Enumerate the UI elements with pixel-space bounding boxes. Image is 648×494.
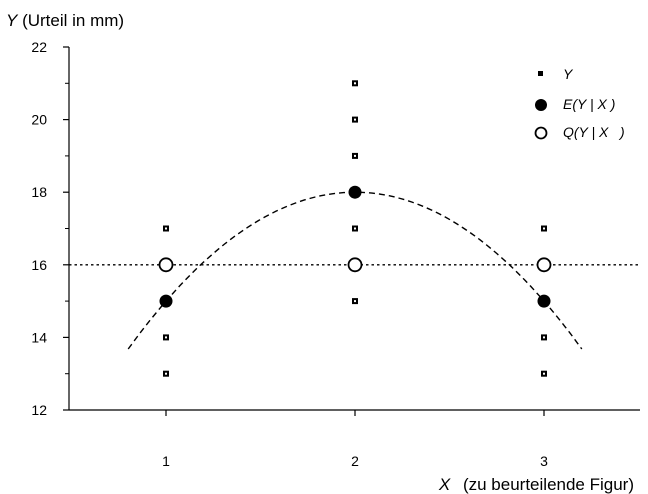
point-y-inner-x2-y15	[354, 300, 356, 303]
point-quantile-x3-y16	[536, 257, 552, 273]
x-tick-label-3: 3	[540, 453, 548, 469]
point-expectation-x3-y15	[537, 294, 551, 308]
point-y-inner-x1-y17	[165, 227, 167, 230]
y-axis-var: Y	[6, 11, 19, 30]
point-expectation-x1-y15	[159, 294, 173, 308]
y-tick-label-16: 16	[31, 257, 47, 273]
y-tick-label-22: 22	[31, 39, 47, 55]
y-tick-label-12: 12	[31, 402, 47, 418]
point-quantile-x2-y16	[347, 257, 363, 273]
legend-marker-y	[538, 71, 543, 76]
legend-marker-e	[535, 99, 547, 111]
point-y-inner-x2-y17	[354, 227, 356, 230]
y-axis-label: Y (Urteil in mm)	[6, 11, 124, 30]
x-axis-text: (zu beurteilende Figur)	[463, 475, 634, 494]
y-tick-label-18: 18	[31, 184, 47, 200]
x-axis-var: X	[438, 475, 451, 494]
point-y-inner-x2-y20	[354, 118, 356, 121]
legend-marker-q	[534, 126, 548, 140]
legend-label-y: Y	[563, 66, 574, 82]
point-y-inner-x3-y13	[543, 372, 545, 375]
legend-label-q: Q(Y | X )	[563, 124, 625, 140]
point-y-inner-x2-y19	[354, 154, 356, 157]
y-axis-text: (Urteil in mm)	[22, 11, 124, 30]
x-tick-label-1: 1	[162, 453, 170, 469]
point-y-inner-x3-y14	[543, 336, 545, 339]
point-y-inner-x1-y14	[165, 336, 167, 339]
point-y-inner-x2-y21	[354, 82, 356, 85]
legend-label-e: E(Y | X )	[563, 96, 615, 112]
legend: Y E(Y | X ) Q(Y | X )	[534, 66, 625, 140]
point-expectation-x2-y18	[348, 185, 362, 199]
point-quantile-x1-y16	[158, 257, 174, 273]
point-y-inner-x1-y13	[165, 372, 167, 375]
x-axis-label: X (zu beurteilende Figur)	[438, 475, 634, 494]
y-tick-label-14: 14	[31, 329, 47, 345]
y-tick-label-20: 20	[31, 112, 47, 128]
point-y-inner-x3-y17	[543, 227, 545, 230]
x-tick-label-2: 2	[351, 453, 359, 469]
